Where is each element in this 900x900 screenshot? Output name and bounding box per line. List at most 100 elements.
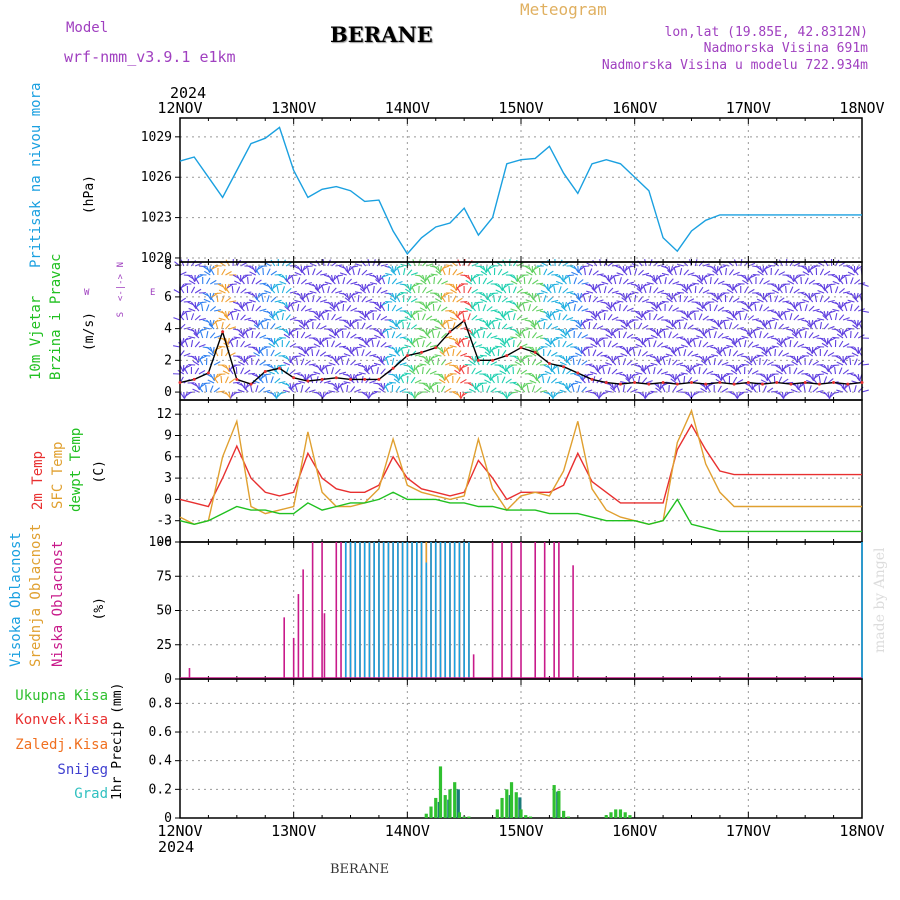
wind-arrow	[653, 313, 658, 321]
wind-arrow	[677, 349, 681, 357]
wind-arrow	[212, 346, 215, 355]
wind-arrow	[670, 378, 677, 384]
wind-arrow	[544, 370, 552, 375]
wind-arrow	[626, 386, 632, 393]
wind-arrow	[741, 307, 749, 312]
wind-arrow	[300, 265, 303, 274]
total_precip-bar	[604, 815, 608, 818]
wind-arrow	[380, 304, 386, 312]
wind-arrow	[671, 350, 677, 357]
wind-arrow	[567, 301, 575, 305]
wind-arrow	[438, 378, 446, 384]
wind-arrow	[823, 349, 829, 357]
wind-arrow	[274, 273, 282, 276]
wind-arrow	[596, 351, 603, 357]
wind-arrow	[580, 349, 586, 357]
wind-arrow	[225, 297, 232, 303]
wind-arrow	[361, 310, 366, 318]
wind-arrow	[206, 304, 210, 312]
wind-arrow	[327, 312, 329, 321]
wind-arrow	[696, 335, 704, 339]
wind-arrow	[225, 271, 232, 276]
wind-arrow	[793, 314, 800, 321]
wind-arrow	[354, 362, 362, 366]
wind-arrow	[549, 310, 552, 318]
wind-arrow	[551, 273, 559, 276]
wind-arrow	[256, 292, 261, 300]
high_cloud-bar	[420, 542, 423, 679]
wind-arrow	[649, 286, 652, 294]
wind-arrow	[580, 377, 586, 384]
wind-arrow	[744, 286, 749, 294]
wind-arrow	[449, 345, 457, 348]
wind-arrow	[717, 373, 722, 381]
wind-arrow	[490, 361, 498, 366]
wind-arrow	[318, 368, 325, 375]
wind-speed-point	[519, 346, 523, 350]
wind-arrow	[850, 277, 854, 285]
wind-arrow	[832, 280, 840, 285]
wind-speed-point	[846, 382, 850, 386]
wind-arrow	[237, 389, 245, 393]
total_precip-bar	[500, 797, 504, 818]
wind-arrow	[437, 277, 443, 285]
wind-arrow	[658, 355, 662, 363]
wind-arrow	[300, 319, 305, 327]
wind-arrow	[281, 286, 286, 294]
wind-arrow	[486, 319, 489, 327]
wind-arrow	[400, 291, 408, 294]
wind-arrow	[702, 289, 710, 294]
wind-arrow	[718, 319, 723, 327]
wind-arrow	[312, 283, 318, 290]
wind-arrow	[194, 288, 202, 294]
wind-arrow	[520, 317, 528, 321]
wind-arrow	[702, 368, 708, 375]
wind-arrow	[752, 265, 760, 268]
wind-arrow	[194, 341, 201, 348]
wind-arrow	[797, 343, 805, 348]
wind-arrow	[497, 268, 503, 276]
precip-conv-bar	[456, 789, 460, 818]
high_cloud-bar	[444, 542, 447, 679]
wind-arrow	[632, 349, 636, 357]
wind-arrow	[811, 346, 814, 355]
wind-arrow	[832, 391, 840, 395]
wind-arrow	[661, 355, 669, 359]
wind-arrow	[376, 301, 381, 309]
wind-arrow	[692, 391, 700, 396]
wind-arrow	[783, 364, 791, 369]
wind-arrow	[298, 352, 306, 357]
wind-arrow	[406, 295, 412, 303]
wind-arrow	[287, 301, 291, 309]
wind-arrow	[590, 315, 598, 321]
wind-arrow	[611, 264, 619, 267]
wind-arrow	[611, 382, 615, 390]
wind-arrow	[545, 342, 552, 348]
wind-arrow	[214, 319, 222, 323]
wind-arrow	[315, 310, 320, 318]
wind-arrow	[482, 292, 488, 300]
wind-arrow	[350, 386, 356, 393]
wind-arrow	[275, 283, 283, 286]
wind-arrow	[380, 355, 383, 363]
wind-arrow	[203, 326, 211, 330]
high_cloud-bar	[439, 542, 442, 679]
wind-arrow	[808, 268, 814, 276]
wind-arrow	[809, 292, 814, 300]
wind-arrow	[244, 317, 252, 321]
wind-arrow	[456, 337, 459, 345]
wind-arrow	[308, 310, 316, 313]
wind-speed-point	[491, 358, 495, 362]
wind-arrow	[542, 376, 545, 384]
wind-arrow	[467, 286, 472, 294]
wind-arrow	[263, 373, 272, 376]
cloud-ytick-label: 100	[149, 535, 172, 550]
wind-arrow	[361, 269, 368, 276]
wind-arrow	[713, 304, 718, 312]
wind-arrow	[213, 376, 219, 384]
wind-arrow	[351, 319, 359, 324]
wind-arrow	[505, 300, 513, 303]
wind-speed-point	[661, 381, 665, 385]
wind-arrow	[842, 317, 850, 321]
wind-arrow	[706, 344, 714, 348]
